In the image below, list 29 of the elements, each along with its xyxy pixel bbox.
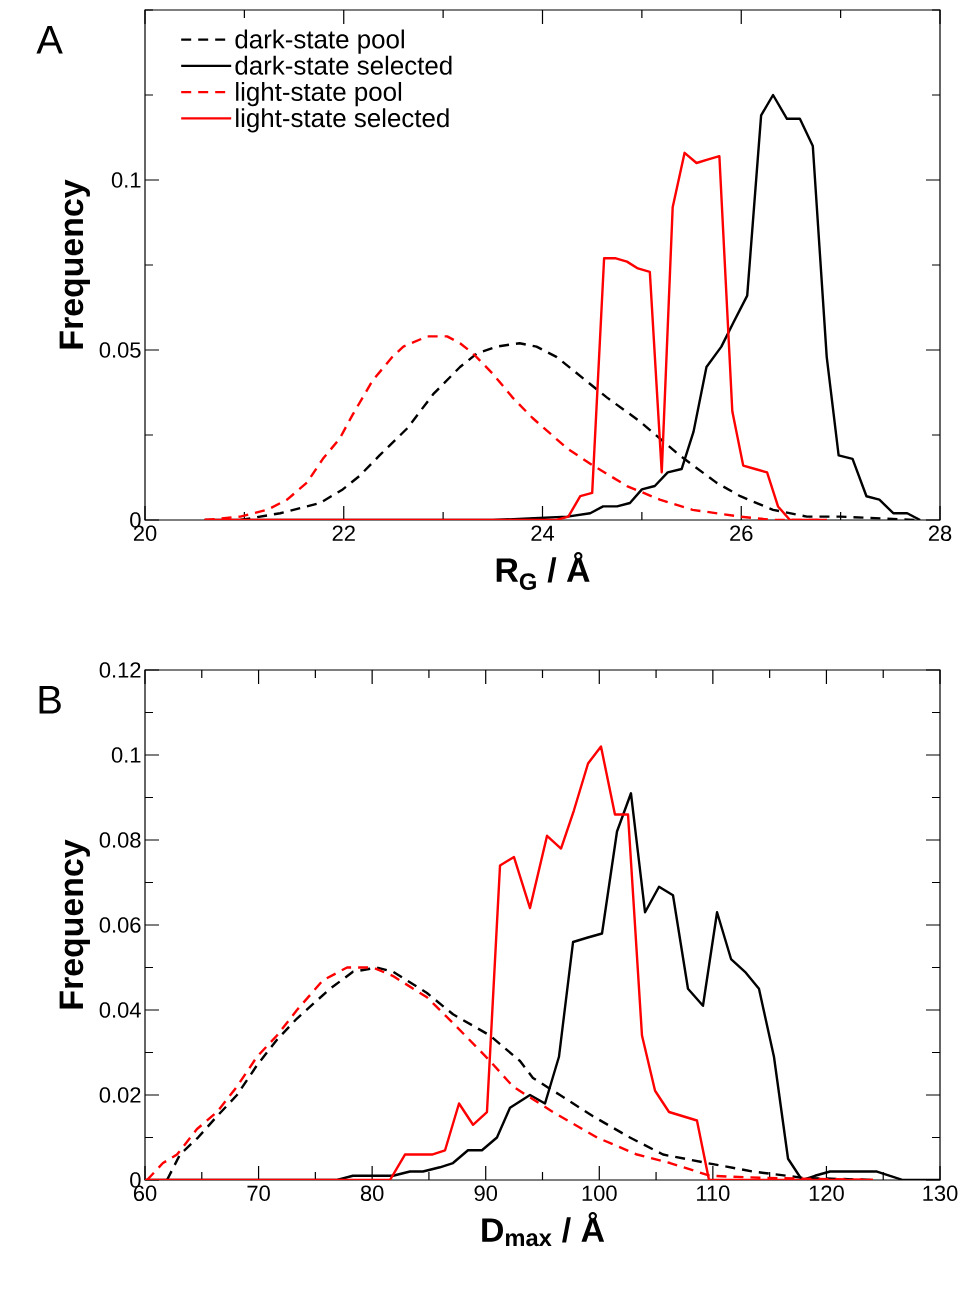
x-tick-label: 24 bbox=[531, 525, 555, 541]
x-tick-label: 22 bbox=[332, 525, 355, 541]
x-tick-label: 100 bbox=[582, 1185, 617, 1202]
x-tick-label: 120 bbox=[809, 1185, 844, 1202]
y-tick-label: 0.12 bbox=[99, 662, 141, 678]
chart-title: A bbox=[36, 26, 63, 54]
y-axis-title: Frequency bbox=[59, 839, 90, 1009]
text: R$_{G}$ / Å bbox=[496, 551, 590, 591]
x-tick-label: 28 bbox=[928, 525, 952, 542]
y-tick-label: 0.1 bbox=[111, 172, 141, 188]
y-axis-title: Frequency bbox=[59, 179, 90, 349]
y-tick-label: 0.08 bbox=[99, 832, 141, 848]
chart-title: B bbox=[39, 686, 61, 714]
x-tick-label: 130 bbox=[923, 1185, 958, 1202]
x-tick-label: 110 bbox=[697, 1185, 730, 1202]
legend-label: dark-state pool bbox=[235, 29, 404, 54]
x-tick-label: 80 bbox=[360, 1185, 384, 1202]
y-tick-label: 0.05 bbox=[99, 342, 141, 358]
y-tick-label: 0.04 bbox=[99, 1002, 141, 1018]
legend-label: dark-state selected bbox=[235, 55, 452, 75]
y-tick-label: 0.06 bbox=[99, 917, 141, 933]
y-tick-label: 0.02 bbox=[99, 1087, 141, 1103]
legend-label: light-state pool bbox=[236, 82, 402, 107]
legend-label: light-state selected bbox=[236, 108, 449, 133]
x-tick-label: 90 bbox=[474, 1185, 498, 1202]
x-tick-label: 26 bbox=[730, 525, 753, 542]
y-tick-label: 0.1 bbox=[111, 747, 141, 763]
x-tick-label: 70 bbox=[247, 1185, 270, 1202]
text: D$_{max}$ / Å bbox=[482, 1211, 605, 1247]
